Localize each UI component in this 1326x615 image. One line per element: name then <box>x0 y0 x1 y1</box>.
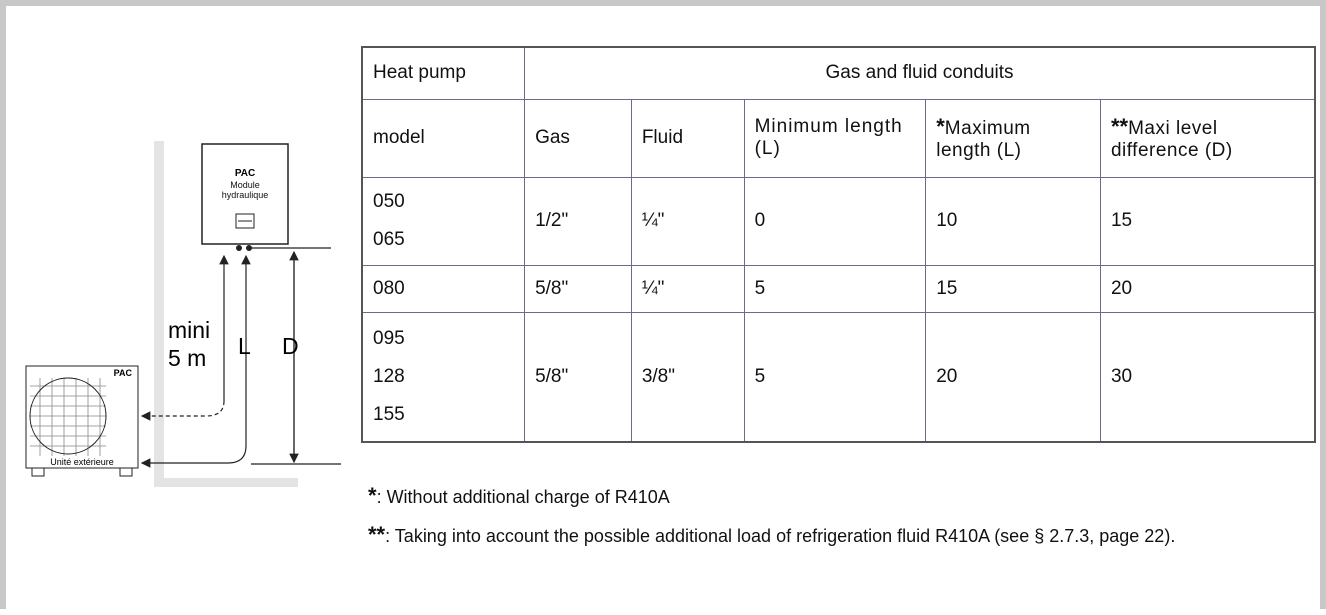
foot <box>119 467 133 477</box>
foot <box>31 467 45 477</box>
note: *: Without additional charge of R410A <box>368 484 1308 509</box>
subheader-cell: Gas <box>524 98 632 178</box>
outdoor-unit <box>25 365 139 469</box>
subheader-cell: *Maximum length (L) <box>925 98 1101 178</box>
fan <box>29 377 107 455</box>
header-row: Heat pump Gas and fluid conduits <box>361 46 1316 100</box>
connector <box>246 245 252 251</box>
subheader-text: Gas <box>535 127 570 148</box>
subheader-cell: Minimum length (L) <box>743 98 927 178</box>
connector <box>236 245 242 251</box>
subheader-text: Fluid <box>641 127 684 148</box>
data-cell: 20 <box>1099 264 1316 313</box>
header-cell: Heat pump <box>361 46 526 100</box>
pipes <box>140 247 341 468</box>
notes: *: Without additional charge of R410A **:… <box>368 484 1308 562</box>
data-cell: 30 <box>1099 311 1316 443</box>
data-cell: 20 <box>925 311 1101 443</box>
indoor-unit-title: PAC <box>235 168 255 179</box>
difference-label: D <box>282 333 299 359</box>
data-cell: 3/8" <box>630 311 745 443</box>
subheader-cell: model <box>361 98 526 178</box>
note-text: : Without additional charge of R410A <box>376 487 670 507</box>
footnote-mark: ** <box>368 522 386 547</box>
distance-label: 5 m <box>168 345 206 371</box>
data-cell: 10 <box>925 176 1101 266</box>
data-cell: ¼" <box>630 264 745 313</box>
model-cell: 080 <box>361 264 526 313</box>
wall <box>154 141 164 486</box>
model-cell: 095 128 155 <box>361 311 526 443</box>
subheader-text: Maxi level difference (D) <box>1110 118 1233 161</box>
model: 155 <box>373 403 405 425</box>
length-label: L <box>238 333 251 359</box>
outdoor-unit-title: PAC <box>114 368 133 378</box>
model: 095 <box>373 327 405 349</box>
floor <box>154 478 298 487</box>
outdoor-unit-label: Unité extérieure <box>50 457 114 467</box>
data-cell: 5/8" <box>524 264 632 313</box>
subheader-cell: Fluid <box>630 98 745 178</box>
model: 050 <box>373 191 405 212</box>
subheader-text: Minimum length (L) <box>754 116 903 159</box>
conduits-table: Heat pump Gas and fluid conduits model Ga… <box>361 46 1316 443</box>
footnote-mark: * <box>936 114 945 139</box>
indoor-unit-label: Module hydraulique <box>221 180 269 200</box>
footnote-mark: * <box>368 483 377 508</box>
fan-grille <box>30 378 106 456</box>
model: 080 <box>373 277 405 299</box>
subheader-row: model Gas Fluid Minimum length (L) *Maximum … <box>361 98 1316 178</box>
data-cell: 0 <box>743 176 927 266</box>
data-row: 095 128 155 5/8" 3/8" 5 20 30 <box>361 311 1316 443</box>
installation-diagram: PAC Module hydraulique PAC Unité extérie… <box>25 141 341 487</box>
header-cell: Gas and fluid conduits <box>524 46 1316 100</box>
data-cell: 5 <box>743 311 927 443</box>
indoor-unit-label-box: Module hydraulique <box>221 180 269 200</box>
subheader-text: model <box>373 127 425 148</box>
data-cell: 5 <box>743 264 927 313</box>
model-cell: 050 065 <box>361 176 526 266</box>
data-cell: ¼" <box>630 176 745 266</box>
control-icon <box>235 213 255 229</box>
data-row: 080 5/8" ¼" 5 15 20 <box>361 264 1316 313</box>
data-cell: 15 <box>1099 176 1316 266</box>
note: **: Taking into account the possible add… <box>368 523 1308 548</box>
data-row: 050 065 1/2" ¼" 0 10 15 <box>361 176 1316 266</box>
subheader-cell: **Maxi level difference (D) <box>1099 98 1316 178</box>
model: 065 <box>373 229 405 250</box>
data-cell: 5/8" <box>524 311 632 443</box>
data-cell: 15 <box>925 264 1101 313</box>
subheader-text: Maximum length (L) <box>936 118 1031 161</box>
note-text: : Taking into account the possible addit… <box>385 526 1176 546</box>
indoor-unit <box>201 143 289 245</box>
mini-label: mini <box>168 317 210 343</box>
data-cell: 1/2" <box>524 176 632 266</box>
model: 128 <box>373 365 405 387</box>
footnote-mark: ** <box>1110 114 1129 139</box>
